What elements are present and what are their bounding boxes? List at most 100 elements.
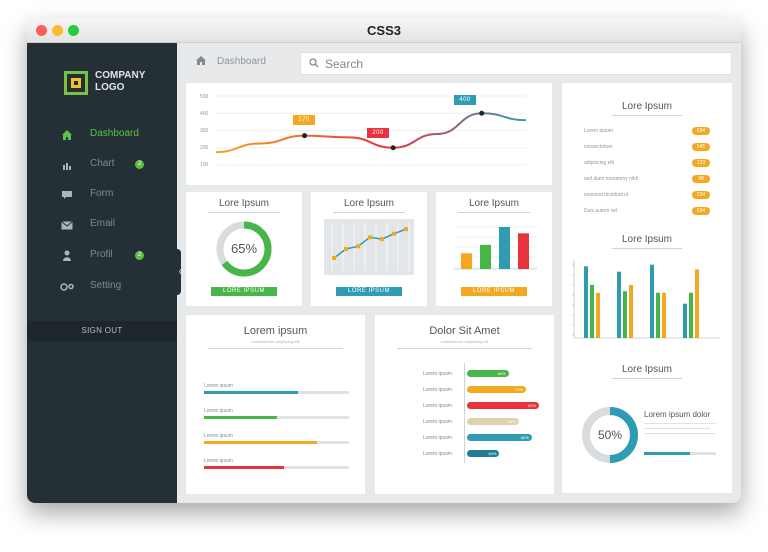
breadcrumb-home-icon xyxy=(196,56,206,65)
bar xyxy=(596,292,600,338)
list-title: Lore Ipsum xyxy=(621,101,673,112)
bar xyxy=(518,233,529,269)
list-item-value: 334 xyxy=(692,191,710,199)
data-point xyxy=(344,247,348,251)
title-divider xyxy=(612,378,682,379)
progress-fill xyxy=(204,391,299,394)
hbar-card: Dolor Sit Amet consectetuer adipiscing e… xyxy=(375,315,554,494)
sidebar-item-profil[interactable]: Profil 2 xyxy=(27,245,177,267)
window-title: CSS3 xyxy=(367,23,401,38)
user-icon xyxy=(63,250,71,261)
list-item: adipiscing elit 123 xyxy=(584,159,710,168)
right-panel: Lore Ipsum Lorem ipsum 634 consectetuer 545… xyxy=(562,83,732,493)
list-item: Duis autem vel 634 xyxy=(584,207,710,216)
hbar: 80% xyxy=(467,402,539,409)
sidebar-item-setting[interactable]: Setting xyxy=(27,276,177,298)
lore-ipsum-button[interactable]: LORE IPSUM xyxy=(336,287,402,296)
sidebar-item-label: Form xyxy=(90,188,114,199)
sidebar-item-chart[interactable]: Chart 2 xyxy=(27,154,177,176)
card-title: Lore Ipsum xyxy=(343,198,395,209)
hbar-label: Lorem ipsum xyxy=(423,419,452,425)
y-tick-label: 100 xyxy=(200,162,209,168)
list-item-value: 634 xyxy=(692,207,710,215)
caption-line xyxy=(644,433,716,434)
hbar-label: Lorem ipsum xyxy=(423,403,452,409)
list-item-label: consectetuer xyxy=(584,144,613,150)
kpi-card-bars: Lore Ipsum LORE IPSUM xyxy=(436,192,552,306)
sidebar-item-label: Email xyxy=(90,218,116,229)
hbar: 80% xyxy=(467,434,532,441)
breadcrumb[interactable]: Dashboard xyxy=(217,56,266,67)
hbar: 70% xyxy=(467,386,527,393)
bar-chart-title: Lore Ipsum xyxy=(621,234,673,245)
app-window: CSS3 COMPANY LOGO Dashboard Chart 2 Form… xyxy=(27,19,741,503)
donut-fill xyxy=(582,407,638,463)
data-point xyxy=(404,227,408,232)
progress-label: Lorem ipsum xyxy=(204,433,233,439)
hbar-label: Lorem ipsum xyxy=(423,387,452,393)
card-title: Lore Ipsum xyxy=(218,198,270,209)
card-title: Lorem ipsum xyxy=(243,325,308,337)
hbar: 40% xyxy=(467,450,500,457)
hbar: 60% xyxy=(467,418,519,425)
list-item: sed diam nonummy nibh 98 xyxy=(584,175,710,184)
maximize-button[interactable] xyxy=(68,25,79,36)
data-point xyxy=(356,244,360,249)
minimize-button[interactable] xyxy=(52,25,63,36)
data-point xyxy=(302,133,308,139)
bar xyxy=(461,253,472,269)
list-item-value: 98 xyxy=(692,175,710,183)
donut-value: 50% xyxy=(597,428,623,442)
chart-icon xyxy=(63,163,71,170)
progress-card: Lorem ipsum consectetuer adipiscing elit… xyxy=(186,315,365,494)
list-item-label: sed diam nonummy nibh xyxy=(584,176,639,182)
chat-icon xyxy=(62,191,72,199)
search-input[interactable]: Search xyxy=(300,52,732,75)
donut-fill xyxy=(216,221,272,277)
profil-badge: 2 xyxy=(135,251,144,260)
collapse-sidebar-icon[interactable]: 〈 xyxy=(172,249,184,295)
title-divider xyxy=(333,212,405,213)
title-divider xyxy=(208,212,280,213)
y-tick-label: 400 xyxy=(200,111,209,117)
data-point xyxy=(380,237,384,242)
bar xyxy=(499,227,510,269)
chart-badge: 2 xyxy=(135,160,144,169)
sign-out-button[interactable]: SIGN OUT xyxy=(27,321,177,341)
sidebar-item-email[interactable]: Email xyxy=(27,214,177,236)
y-tick-label: 500 xyxy=(200,94,209,100)
close-button[interactable] xyxy=(36,25,47,36)
progress-fill xyxy=(204,441,318,444)
sidebar-item-form[interactable]: Form xyxy=(27,184,177,206)
y-tick-label: 300 xyxy=(200,128,209,134)
list-item-value: 123 xyxy=(692,159,710,167)
bar xyxy=(480,244,491,269)
series-line xyxy=(215,112,527,154)
sidebar-item-dashboard[interactable]: Dashboard xyxy=(27,124,177,146)
sidebar-item-label: Dashboard xyxy=(90,128,139,139)
progress-fill xyxy=(204,416,277,419)
title-divider xyxy=(612,248,682,249)
data-point xyxy=(368,235,372,240)
progress-fill xyxy=(204,466,284,469)
company-logo-text: COMPANY LOGO xyxy=(95,70,146,93)
callout-200: 200 xyxy=(367,128,389,138)
title-divider xyxy=(458,212,530,213)
card-subtitle: consectetuer adipiscing elit xyxy=(251,339,300,344)
list-item-value: 545 xyxy=(692,143,710,151)
lore-ipsum-button[interactable]: LORE IPSUM xyxy=(211,287,277,296)
title-divider xyxy=(612,115,682,116)
bar xyxy=(623,291,627,338)
progress-label: Lorem ipsum xyxy=(204,408,233,414)
title-divider xyxy=(208,348,343,349)
data-point xyxy=(390,145,396,151)
bar xyxy=(590,284,594,338)
hbar-label: Lorem ipsum xyxy=(423,435,452,441)
list-item-label: adipiscing elit xyxy=(584,160,615,166)
lore-ipsum-button[interactable]: LORE IPSUM xyxy=(461,287,527,296)
bar xyxy=(683,303,687,338)
bar xyxy=(689,292,693,338)
progress-label: Lorem ipsum xyxy=(204,458,233,464)
kpi-card-line: Lore Ipsum LORE IPSUM xyxy=(311,192,427,306)
company-logo-icon xyxy=(64,71,88,95)
